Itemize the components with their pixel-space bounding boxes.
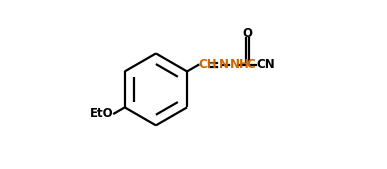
Text: EtO: EtO [90, 107, 113, 120]
Text: O: O [242, 27, 252, 40]
Text: N: N [219, 58, 229, 71]
Text: CN: CN [257, 58, 276, 71]
Text: C: C [246, 58, 255, 71]
Text: CH: CH [199, 58, 217, 71]
Text: NH: NH [230, 58, 250, 71]
